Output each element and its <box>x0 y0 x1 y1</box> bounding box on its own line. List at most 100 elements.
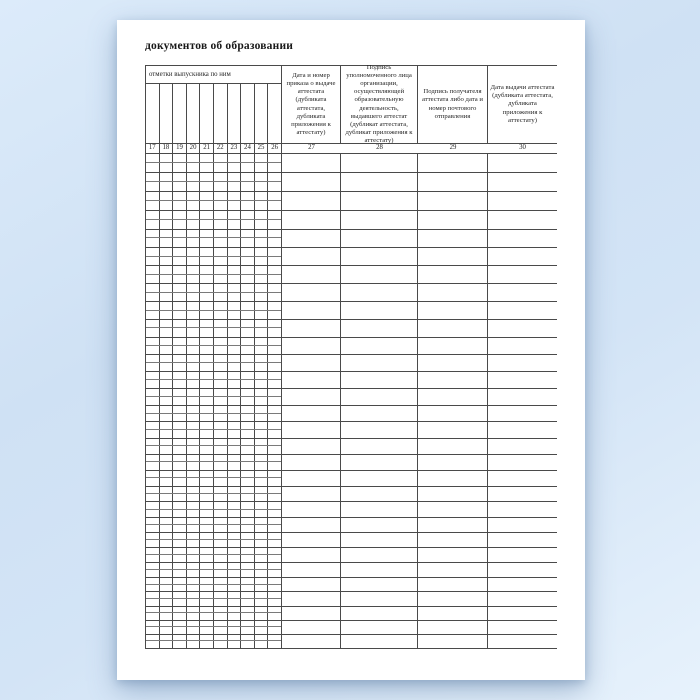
entry-cell-30 <box>488 154 557 172</box>
mark-cell <box>173 592 187 599</box>
mark-cell <box>214 405 228 413</box>
mark-cell <box>268 563 281 569</box>
entry-cell-28 <box>341 422 418 438</box>
mark-cell <box>228 517 242 525</box>
column-header-29: Подпись получателя аттестата либо дата и… <box>418 66 488 143</box>
mark-cell <box>228 182 242 192</box>
mark-cell <box>187 494 201 502</box>
mark-cell <box>187 266 201 274</box>
mark-cell <box>228 563 242 570</box>
marks-row-group <box>146 634 282 648</box>
mark-cell <box>160 405 174 413</box>
mark-cell <box>228 256 242 266</box>
mark-cell <box>268 154 281 162</box>
entry-cell-29 <box>418 320 488 337</box>
mark-cell <box>241 238 255 248</box>
mark-cell <box>160 627 174 634</box>
mark-cell <box>228 502 242 509</box>
mark-cell <box>160 555 174 563</box>
mark-cell <box>255 266 269 274</box>
mark-cell <box>200 345 214 354</box>
entry-cell-29 <box>418 266 488 284</box>
mark-cell <box>160 284 174 292</box>
mark-cell <box>160 192 174 201</box>
mark-cell <box>160 438 174 446</box>
mark-cell <box>160 577 174 584</box>
mark-cell <box>255 584 269 592</box>
mark-cell <box>146 486 160 494</box>
mark-cell <box>228 570 242 577</box>
mark-cell <box>200 405 214 413</box>
entry-cell-30 <box>488 422 557 437</box>
mark-cell <box>173 302 187 310</box>
marks-half-row <box>146 438 281 447</box>
marks-half-row <box>146 486 281 495</box>
entry-cell-29 <box>418 517 488 533</box>
mark-cell <box>200 354 214 362</box>
mark-cell <box>200 620 214 627</box>
mark-cell <box>187 570 201 577</box>
mark-cell <box>214 478 228 486</box>
mark-cell <box>241 634 255 641</box>
entry-cell-30 <box>488 320 557 337</box>
entry-cell-28 <box>341 284 418 302</box>
mark-cell <box>187 517 201 525</box>
mark-cell <box>146 570 160 577</box>
mark-cell <box>255 494 269 502</box>
mark-cell <box>255 454 269 462</box>
mark-cell <box>200 310 214 320</box>
entry-cell-29 <box>418 192 488 211</box>
marks-row-group <box>146 266 282 284</box>
mark-cell <box>160 486 174 494</box>
mark-cell <box>160 563 174 570</box>
marks-row-group <box>146 173 282 192</box>
entry-cell-30 <box>488 192 557 210</box>
mark-cell <box>255 470 269 478</box>
mark-cell <box>255 182 269 192</box>
entry-cell-30 <box>488 284 557 301</box>
mark-cell <box>255 337 269 345</box>
mark-cell <box>228 248 242 256</box>
mark-cell <box>228 494 242 502</box>
entry-cell-29 <box>418 592 488 606</box>
mark-cell <box>241 163 255 173</box>
mark-cell <box>268 510 281 517</box>
entry-cell-30 <box>488 372 557 388</box>
entry-cell-29 <box>418 422 488 438</box>
marks-half-row <box>146 362 281 371</box>
entry-cell-29 <box>418 548 488 563</box>
mark-cell <box>255 606 269 613</box>
mark-cell <box>228 613 242 620</box>
mark-cell <box>214 641 228 648</box>
mark-cell <box>241 540 255 548</box>
mark-cell <box>214 570 228 577</box>
mark-cell <box>228 163 242 173</box>
entry-cell-27 <box>282 502 341 517</box>
mark-cell <box>241 462 255 470</box>
entry-cell-28 <box>341 563 418 577</box>
column-header-27: Дата и номер приказа о выдаче аттестата … <box>282 66 341 143</box>
mark-cell <box>214 494 228 502</box>
mark-cell <box>146 284 160 292</box>
table-row <box>146 229 557 249</box>
mark-cell <box>187 634 201 641</box>
mark-cell <box>255 388 269 396</box>
mark-cell <box>228 509 242 517</box>
mark-cell <box>268 613 281 620</box>
mark-cell <box>228 292 242 302</box>
marks-column-number: 17 <box>146 144 160 153</box>
entry-cell-28 <box>341 372 418 388</box>
mark-cell <box>146 620 160 627</box>
column-header-30: Дата выдачи аттестата (дубликата аттеста… <box>490 84 555 124</box>
entry-cell-27 <box>282 405 341 422</box>
mark-cell <box>255 413 269 422</box>
marks-row-group <box>146 533 282 548</box>
mark-cell <box>187 274 201 284</box>
mark-cell <box>187 328 201 337</box>
mark-cell <box>173 266 187 274</box>
mark-cell <box>187 422 201 430</box>
entry-cell-28 <box>341 302 418 320</box>
mark-cell <box>268 266 281 274</box>
mark-cell <box>200 192 214 201</box>
mark-cell <box>160 320 174 328</box>
